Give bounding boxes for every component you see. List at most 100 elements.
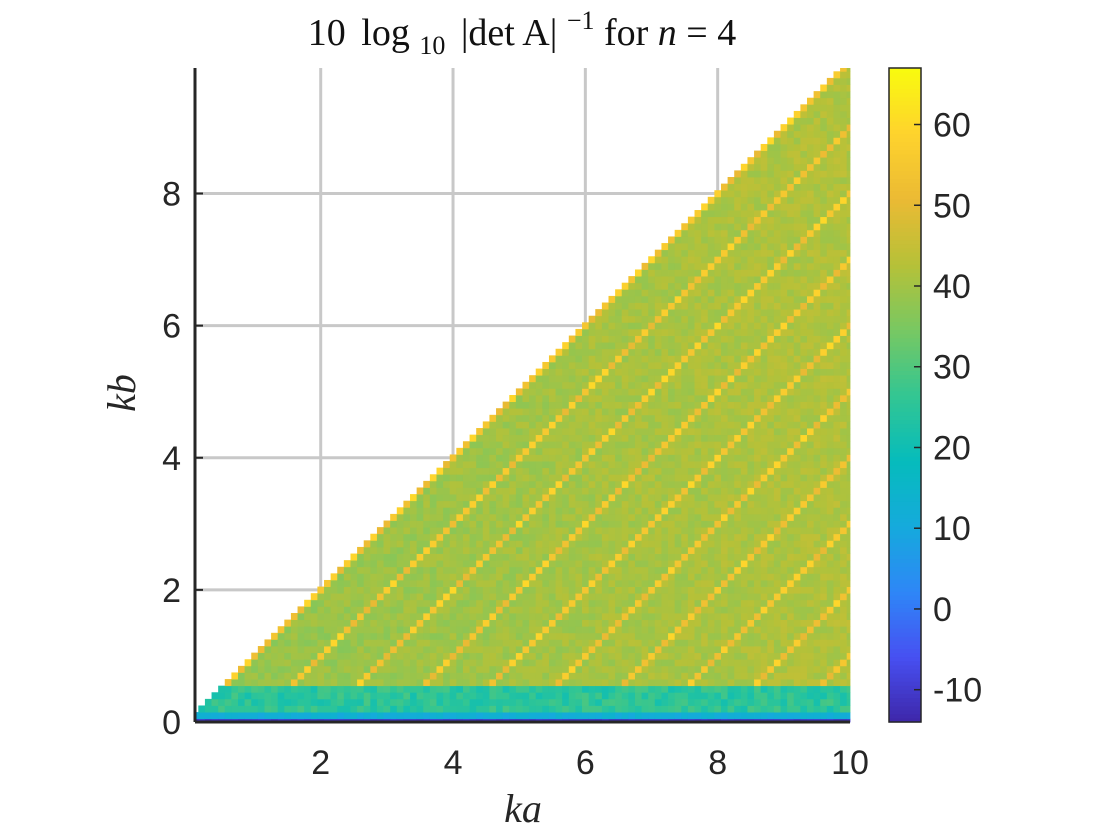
heatmap-cell — [542, 652, 550, 660]
heatmap-cell — [601, 705, 609, 713]
heatmap-cell — [522, 428, 530, 436]
heatmap-cell — [674, 388, 682, 396]
heatmap-cell — [575, 428, 583, 436]
heatmap-cell — [820, 692, 828, 700]
heatmap-cell — [813, 414, 821, 422]
heatmap-cell — [535, 685, 543, 693]
heatmap-cell — [800, 203, 808, 211]
heatmap-cell — [833, 672, 841, 680]
heatmap-cell — [509, 428, 517, 436]
heatmap-cell — [496, 546, 504, 554]
heatmap-cell — [787, 183, 795, 191]
heatmap-cell — [496, 540, 504, 548]
heatmap-cell — [317, 599, 325, 607]
heatmap-cell — [423, 632, 431, 640]
heatmap-cell — [773, 679, 781, 687]
heatmap-cell — [634, 302, 642, 310]
heatmap-cell — [701, 480, 709, 488]
heatmap-cell — [529, 441, 537, 449]
heatmap-cell — [661, 606, 669, 614]
heatmap-cell — [588, 507, 596, 515]
heatmap-cell — [469, 632, 477, 640]
heatmap-cell — [787, 395, 795, 403]
heatmap-cell — [760, 665, 768, 673]
heatmap-cell — [456, 672, 464, 680]
heatmap-cell — [800, 348, 808, 356]
heatmap-cell — [734, 262, 742, 270]
heatmap-cell — [370, 672, 378, 680]
heatmap-cell — [760, 249, 768, 257]
heatmap-cell — [747, 698, 755, 706]
heatmap-cell — [304, 659, 312, 667]
heatmap-cell — [423, 527, 431, 535]
heatmap-cell — [621, 381, 629, 389]
heatmap-cell — [740, 560, 748, 568]
heatmap-cell — [357, 626, 365, 634]
heatmap-cell — [767, 441, 775, 449]
heatmap-cell — [674, 447, 682, 455]
heatmap-cell — [787, 659, 795, 667]
heatmap-cell — [773, 355, 781, 363]
heatmap-cell — [601, 414, 609, 422]
heatmap-cell — [773, 513, 781, 521]
heatmap-cell — [754, 421, 762, 429]
heatmap-cell — [535, 626, 543, 634]
heatmap-cell — [555, 639, 563, 647]
heatmap-cell — [443, 665, 451, 673]
heatmap-cell — [840, 712, 848, 720]
heatmap-cell — [754, 573, 762, 581]
heatmap-cell — [654, 368, 662, 376]
heatmap-cell — [641, 639, 649, 647]
heatmap-cell — [787, 546, 795, 554]
heatmap-cell — [681, 355, 689, 363]
heatmap-cell — [674, 236, 682, 244]
heatmap-cell — [820, 355, 828, 363]
heatmap-cell — [780, 190, 788, 198]
heatmap-cell — [582, 527, 590, 535]
heatmap-cell — [780, 467, 788, 475]
heatmap-cell — [595, 355, 603, 363]
heatmap-cell — [727, 480, 735, 488]
heatmap-cell — [595, 546, 603, 554]
heatmap-cell — [515, 421, 523, 429]
heatmap-cell — [343, 705, 351, 713]
heatmap-cell — [310, 619, 318, 627]
heatmap-cell — [826, 454, 834, 462]
heatmap-cell — [793, 210, 801, 218]
heatmap-cell — [548, 467, 556, 475]
heatmap-cell — [582, 361, 590, 369]
heatmap-cell — [562, 566, 570, 574]
heatmap-cell — [456, 513, 464, 521]
heatmap-cell — [548, 652, 556, 660]
heatmap-cell — [257, 692, 265, 700]
heatmap-cell — [787, 269, 795, 277]
heatmap-cell — [760, 632, 768, 640]
heatmap-cell — [720, 566, 728, 574]
heatmap-cell — [820, 626, 828, 634]
heatmap-cell — [641, 309, 649, 317]
heatmap-cell — [310, 659, 318, 667]
heatmap-cell — [582, 335, 590, 343]
heatmap-cell — [648, 262, 656, 270]
heatmap-cell — [793, 500, 801, 508]
heatmap-cell — [654, 434, 662, 442]
heatmap-cell — [727, 328, 735, 336]
heatmap-cell — [496, 579, 504, 587]
heatmap-cell — [727, 586, 735, 594]
heatmap-cell — [840, 566, 848, 574]
heatmap-cell — [648, 480, 656, 488]
heatmap-cell — [277, 659, 285, 667]
heatmap-cell — [648, 289, 656, 297]
heatmap-cell — [403, 712, 411, 720]
heatmap-cell — [615, 553, 623, 561]
heatmap-cell — [793, 434, 801, 442]
heatmap-cell — [634, 295, 642, 303]
heatmap-cell — [423, 606, 431, 614]
heatmap-cell — [767, 262, 775, 270]
heatmap-cell — [337, 698, 345, 706]
heatmap-cell — [833, 553, 841, 561]
heatmap-cell — [826, 414, 834, 422]
heatmap-cell — [515, 527, 523, 535]
heatmap-cell — [668, 361, 676, 369]
heatmap-cell — [734, 586, 742, 594]
